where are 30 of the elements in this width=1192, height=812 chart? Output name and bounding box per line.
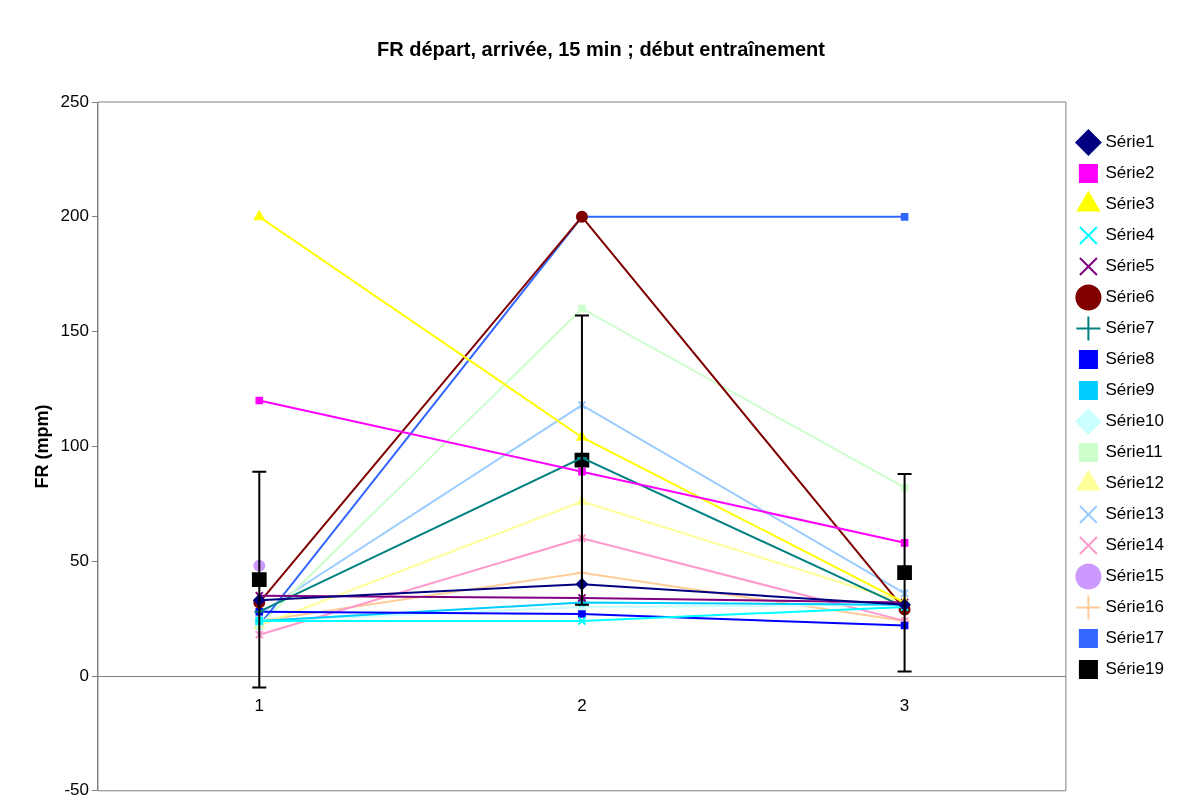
legend-label: Série11 — [1105, 442, 1163, 462]
legend-label: Série6 — [1105, 287, 1155, 307]
chart-title: FR départ, arrivée, 15 min ; début entraînement — [377, 37, 826, 60]
legend-label: Série5 — [1105, 256, 1155, 276]
legend-label: Série9 — [1105, 380, 1155, 400]
y-tick-label: 100 — [60, 436, 89, 456]
y-tick-label: 50 — [70, 550, 89, 570]
y-tick-label: 200 — [60, 206, 89, 226]
legend-label: Série16 — [1105, 597, 1165, 617]
x-tick-label: 3 — [899, 695, 910, 715]
legend-label: Série19 — [1105, 659, 1165, 679]
legend-label: Série2 — [1105, 163, 1155, 183]
legend-label: Série15 — [1105, 566, 1165, 586]
legend-label: Série10 — [1105, 411, 1165, 431]
y-tick-label: 250 — [60, 91, 89, 111]
legend-label: Série8 — [1105, 349, 1155, 369]
legend-label: Série13 — [1105, 504, 1165, 524]
legend-label: Série14 — [1105, 535, 1165, 555]
y-axis-title: FR (mpm) — [31, 404, 52, 489]
legend-label: Série12 — [1105, 473, 1165, 493]
legend-label: Série3 — [1105, 194, 1155, 214]
x-tick-label: 2 — [577, 695, 587, 715]
legend-label: Série4 — [1105, 225, 1155, 245]
y-tick-label: 150 — [60, 321, 89, 341]
legend-label: Série17 — [1105, 628, 1165, 648]
y-tick-label: 0 — [79, 665, 89, 685]
legend-label: Série1 — [1105, 132, 1155, 152]
legend-label: Série7 — [1105, 318, 1155, 338]
y-tick-label: -50 — [64, 780, 89, 800]
x-tick-label: 1 — [254, 695, 265, 715]
